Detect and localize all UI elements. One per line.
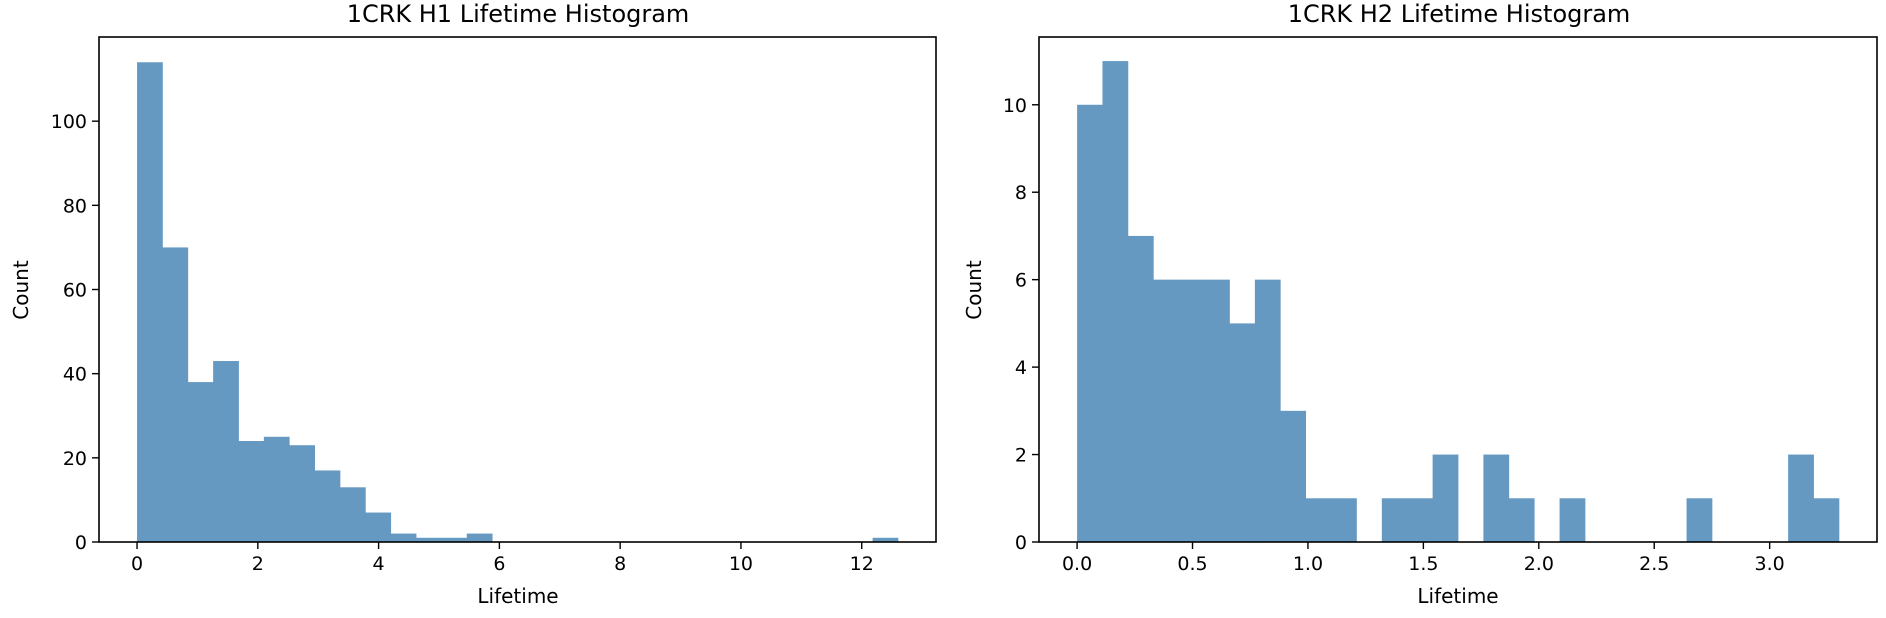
chart-h2-x-tick-label: 3.0 (1755, 553, 1785, 575)
chart-h1-bar-7 (314, 470, 341, 542)
chart-h2-bar-14 (1432, 454, 1459, 542)
chart-h2-bar-1 (1102, 61, 1129, 543)
chart-h2-bars (1077, 61, 1840, 543)
chart-h1-x-tick-label: 0 (131, 553, 143, 575)
chart-h1-y-tick-label: 0 (75, 532, 87, 554)
chart-h2-y-tick-label: 2 (1015, 445, 1027, 467)
chart-h2-bar-2 (1127, 235, 1154, 542)
chart-h2-y-axis-label: Count (962, 260, 986, 320)
chart-h2-x-tick-label: 1.5 (1408, 553, 1438, 575)
chart-h2-x-tick-label: 0.5 (1177, 553, 1207, 575)
chart-h2-x-axis-label: Lifetime (1417, 584, 1498, 608)
chart-h2-bar-29 (1813, 498, 1840, 542)
chart-h2-x-tick-label: 2.5 (1639, 553, 1669, 575)
chart-h1-bar-0 (137, 62, 163, 542)
chart-h1-bar-10 (390, 533, 417, 542)
chart-h1-bar-13 (466, 533, 493, 542)
chart-h2-y-tick-label: 10 (1003, 95, 1027, 117)
chart-h1-title: 1CRK H1 Lifetime Histogram (347, 0, 690, 28)
chart-h2-bar-28 (1788, 454, 1814, 542)
chart-h1-y-tick-label: 100 (51, 111, 87, 133)
chart-h1-y-tick-label: 40 (63, 364, 87, 386)
chart-h1-x-axis-label: Lifetime (477, 584, 558, 608)
chart-h2-y-axis: 0 2 4 6 8 10 (1003, 95, 1039, 554)
chart-h1-bars (137, 62, 899, 543)
chart-h1-bar-1 (162, 247, 189, 543)
chart-h1-x-tick-label: 12 (850, 553, 874, 575)
chart-h1: 1CRK H1 Lifetime Histogram 0 2 4 6 8 10 12 0 20… (9, 0, 937, 608)
chart-h2-y-tick-label: 0 (1015, 532, 1027, 554)
chart-h2-bar-13 (1407, 498, 1433, 542)
chart-h1-bar-5 (263, 436, 290, 542)
chart-h2-frame (1038, 36, 1878, 543)
chart-h1-bar-8 (339, 487, 366, 542)
chart-h1-x-tick-label: 2 (252, 553, 264, 575)
chart-h1-bar-4 (238, 441, 265, 542)
chart-h2-bar-5 (1204, 279, 1230, 542)
chart-h2-bar-9 (1305, 498, 1332, 542)
chart-h1-bar-11 (416, 537, 442, 542)
chart-h1-y-tick-label: 60 (63, 280, 87, 302)
chart-h1-bar-12 (441, 537, 468, 542)
chart-h2-bar-17 (1508, 498, 1535, 542)
chart-h1-x-tick-label: 10 (729, 553, 753, 575)
chart-h2-x-tick-label: 1.0 (1293, 553, 1323, 575)
chart-h2: 1CRK H2 Lifetime Histogram 0.0 0.5 1.0 1.5 2… (962, 0, 1878, 608)
chart-h1-bar-9 (365, 512, 392, 542)
chart-h2-bar-24 (1686, 498, 1713, 542)
chart-h2-bar-7 (1254, 279, 1281, 542)
chart-h2-bar-12 (1381, 498, 1408, 542)
chart-h2-bar-19 (1559, 498, 1586, 542)
chart-h2-y-tick-label: 8 (1015, 182, 1027, 204)
chart-h1-y-tick-label: 80 (63, 195, 87, 217)
chart-h1-x-tick-label: 8 (614, 553, 626, 575)
chart-h2-bar-4 (1178, 279, 1205, 542)
chart-h1-y-tick-label: 20 (63, 448, 87, 470)
chart-h2-bar-10 (1331, 498, 1357, 542)
chart-h1-bar-29 (872, 537, 899, 542)
chart-h2-bar-8 (1280, 410, 1307, 542)
chart-h2-y-tick-label: 6 (1015, 270, 1027, 292)
chart-h2-bar-6 (1229, 323, 1256, 542)
chart-h2-y-tick-label: 4 (1015, 357, 1027, 379)
chart-h2-x-tick-label: 2.0 (1524, 553, 1554, 575)
chart-h1-frame (98, 36, 937, 543)
chart-h1-bar-6 (289, 445, 315, 542)
chart-h2-bar-16 (1483, 454, 1510, 542)
chart-h2-x-tick-label: 0.0 (1062, 553, 1092, 575)
chart-h2-title: 1CRK H2 Lifetime Histogram (1288, 0, 1631, 28)
chart-h1-bar-2 (187, 382, 214, 542)
chart-h1-x-tick-label: 6 (493, 553, 505, 575)
chart-h2-bar-0 (1077, 104, 1103, 543)
chart-h1-x-tick-label: 4 (373, 553, 385, 575)
chart-h1-bar-3 (213, 361, 239, 542)
chart-h1-y-axis-label: Count (9, 260, 33, 320)
chart-h2-x-axis: 0.0 0.5 1.0 1.5 2.0 2.5 3.0 (1062, 542, 1785, 575)
chart-h1-y-axis: 0 20 40 60 80 100 (51, 111, 99, 554)
chart-h2-bar-3 (1153, 279, 1180, 542)
chart-h1-x-axis: 0 2 4 6 8 10 12 (131, 542, 874, 575)
